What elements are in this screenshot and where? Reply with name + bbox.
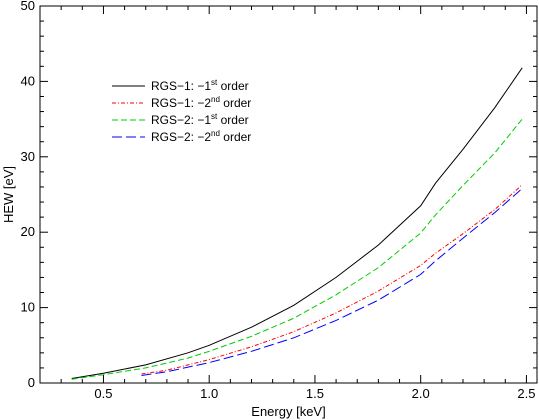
legend-label-suffix: order (220, 130, 251, 144)
legend-label-sup: nd (211, 129, 220, 138)
legend-label-suffix: order (217, 113, 248, 127)
legend-label-suffix: order (217, 79, 248, 93)
x-tick-label: 1.5 (306, 386, 324, 401)
legend-label-3: RGS−2: −1st order (151, 112, 249, 127)
y-tick-label: 40 (21, 73, 35, 88)
legend-label-sup: st (211, 112, 218, 121)
y-axis-label: HEW [eV] (1, 166, 16, 223)
y-tick-label: 50 (21, 0, 35, 13)
series-line-1 (71, 67, 523, 379)
legend-label-2: RGS−1: −2nd order (151, 95, 251, 110)
x-tick-label: 1.0 (200, 386, 218, 401)
x-tick-label: 0.5 (94, 386, 112, 401)
legend-label-suffix: order (220, 96, 251, 110)
series-line-3 (71, 118, 523, 380)
legend-label-prefix: RGS−2: −2 (151, 130, 211, 144)
y-tick-label: 20 (21, 224, 35, 239)
x-axis-label: Energy [keV] (251, 404, 325, 419)
axes: 0.5 1.0 1.5 2.0 2.5 0 10 20 30 40 50 (21, 0, 538, 401)
x-tick-label: 2.5 (517, 386, 535, 401)
y-tick-label: 10 (21, 300, 35, 315)
y-tick-label: 30 (21, 149, 35, 164)
series-line-4 (141, 188, 523, 376)
legend-label-sup: nd (211, 95, 220, 104)
x-tick-label: 2.0 (412, 386, 430, 401)
legend-label-prefix: RGS−1: −2 (151, 96, 211, 110)
legend-label-prefix: RGS−2: −1 (151, 113, 211, 127)
legend-label-4: RGS−2: −2nd order (151, 129, 251, 144)
series-line-2 (141, 184, 523, 375)
legend-label-1: RGS−1: −1st order (151, 78, 249, 93)
legend-label-prefix: RGS−1: −1 (151, 79, 211, 93)
legend-label-sup: st (211, 78, 218, 87)
y-tick-label: 0 (28, 375, 35, 390)
plot-frame (39, 5, 538, 384)
plot-area (71, 67, 523, 380)
